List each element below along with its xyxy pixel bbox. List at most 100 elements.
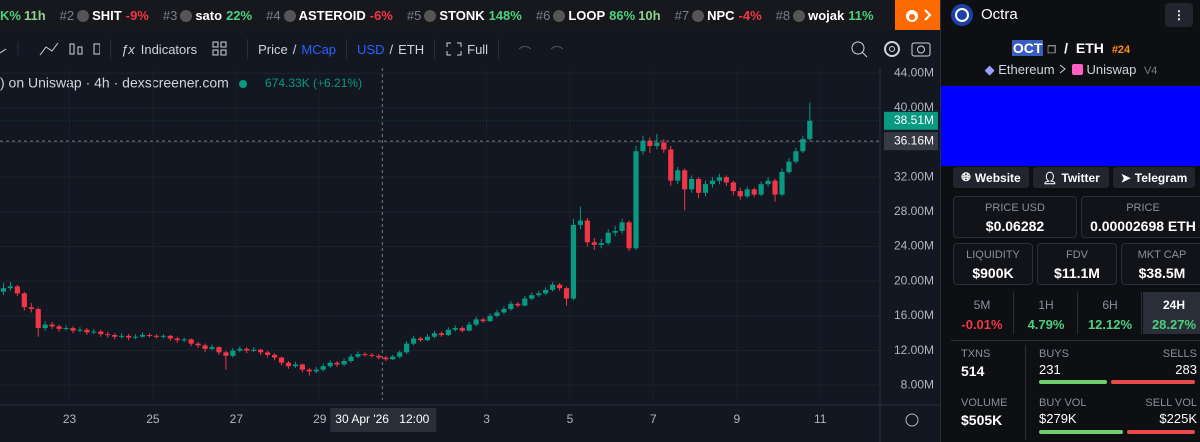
dex-version: V4 — [1143, 65, 1158, 77]
token-name: Octra — [981, 6, 1018, 23]
mcap-toggle[interactable]: MCap — [301, 41, 337, 57]
ticker-item[interactable]: #4 ASTEROID -6% — [266, 8, 393, 23]
pair-title: OCT ❐ / ETH #24 — [941, 40, 1200, 56]
chain-icon: ◆ — [984, 62, 995, 77]
candle-body — [577, 220, 584, 225]
indicators-button[interactable]: Indicators — [140, 41, 198, 57]
candle-body — [661, 142, 667, 150]
candle-body — [494, 312, 500, 316]
candle-body — [313, 369, 319, 372]
candle-body — [417, 338, 424, 341]
ticker-name: SHIT — [92, 7, 122, 23]
candle-body — [7, 286, 14, 289]
price-chart: ) on Uniswap · 4h · dexscreener.com 674.… — [0, 68, 940, 442]
timeframe-tab[interactable]: 5M -0.01% — [951, 292, 1014, 334]
ticker-item[interactable]: #8 wojak 11% — [776, 8, 874, 23]
candle-body — [529, 295, 535, 299]
candle-body — [369, 354, 375, 356]
candle-body — [348, 356, 354, 361]
ticker-rank: #4 — [266, 7, 281, 23]
candle-body — [0, 288, 7, 292]
sellvol-value: $225K — [1159, 411, 1197, 426]
candle-body — [397, 352, 403, 357]
candle-body — [508, 303, 514, 309]
ticker-name: sato — [195, 7, 223, 23]
ticker-change: 148% — [488, 7, 522, 23]
usd-toggle[interactable]: USD — [357, 41, 385, 57]
x-tick-label: 29 — [313, 412, 327, 426]
timeframe-tab[interactable]: 24H 28.27% — [1143, 292, 1200, 334]
candle-body — [438, 333, 444, 335]
candle-body — [244, 348, 250, 351]
candle-body — [63, 328, 69, 330]
trending-button[interactable] — [895, 0, 940, 30]
y-tick-label: 8.00M — [901, 377, 934, 391]
y-tick-label: 20.00M — [894, 273, 934, 287]
candle-body — [758, 184, 764, 195]
candle-body — [230, 350, 236, 356]
ticker-item[interactable]: #2 SHIT -9% — [60, 8, 149, 23]
fire-icon — [905, 10, 918, 22]
candle-body — [591, 242, 597, 245]
menu-button[interactable]: ⋮ — [1165, 3, 1193, 27]
candle-body — [598, 243, 604, 245]
ticker-icon — [692, 9, 705, 22]
copy-icon[interactable]: ❐ — [1047, 45, 1057, 56]
candle-body — [640, 140, 646, 152]
y-tick-label: 16.00M — [894, 308, 934, 322]
candle-body — [125, 335, 132, 338]
price-toggle[interactable]: Price — [258, 41, 288, 57]
candle-body — [570, 224, 577, 299]
sellvol-label: SELL VOL — [1145, 397, 1197, 409]
candle-body — [675, 170, 681, 181]
candle-body — [49, 324, 55, 327]
candle-body — [285, 362, 292, 367]
website-link[interactable]: 🌐︎ Website — [953, 167, 1029, 188]
settings-icon[interactable] — [905, 413, 919, 427]
full-button[interactable]: Full — [467, 41, 489, 57]
ticker-icon — [283, 9, 296, 22]
tab-label: 6H — [1102, 298, 1118, 312]
candle-body — [556, 284, 563, 289]
ticker-change: -9% — [125, 7, 149, 23]
ticker-item[interactable]: K% 11h — [0, 8, 46, 23]
candle-body — [515, 303, 521, 306]
ticker-item[interactable]: #6 LOOP 86% 10h — [536, 8, 661, 23]
status-dot — [239, 80, 247, 88]
candle-body — [237, 348, 243, 351]
y-tick-label: 32.00M — [894, 169, 934, 183]
buyvol-label: BUY VOL — [1039, 397, 1087, 409]
trending-ticker: K% 11h #2 SHIT -9% #3 sato 22% #4 ASTEROID -6% #5 ST… — [0, 0, 895, 30]
x-tick-label: 5 — [567, 412, 574, 426]
telegram-link[interactable]: ➤ Telegram — [1113, 167, 1195, 188]
y-tick-label: 28.00M — [894, 204, 934, 218]
ticker-item[interactable]: #3 sato 22% — [163, 8, 252, 23]
ticker-item[interactable]: #5 STONK 148% — [407, 8, 522, 23]
ticker-rank: #7 — [674, 7, 690, 23]
candle-body — [14, 286, 20, 294]
candle-body — [501, 308, 507, 313]
candle-body — [487, 315, 493, 322]
y-tick-label: 12.00M — [894, 343, 934, 357]
candle-body — [689, 178, 695, 190]
timeframe-tab[interactable]: 6H 12.12% — [1079, 292, 1142, 334]
candle-body — [42, 324, 48, 329]
ticker-age: 11h — [23, 7, 46, 23]
candle-body — [35, 308, 41, 329]
candle-body — [459, 328, 465, 331]
ticker-rank: #3 — [162, 7, 178, 23]
dex-icon — [1071, 64, 1083, 75]
twitter-link[interactable]: 👤︎ Twitter — [1033, 167, 1109, 188]
ticker-change: -6% — [369, 7, 393, 23]
x-tick-label: 7 — [650, 412, 657, 426]
timeframe-tab[interactable]: 1H 4.79% — [1015, 292, 1078, 334]
ticker-icon — [77, 9, 90, 22]
y-tick-label: 44.00M — [894, 68, 934, 79]
ticker-item[interactable]: #7 NPC -4% — [675, 8, 762, 23]
last-price-tag — [884, 111, 938, 130]
candle-body — [132, 336, 139, 338]
eth-toggle[interactable]: ETH — [398, 41, 425, 57]
price-box: PRICE 0.00002698 ETH — [1081, 196, 1200, 238]
fullscreen-icon — [446, 42, 462, 56]
candle-body — [341, 360, 347, 365]
